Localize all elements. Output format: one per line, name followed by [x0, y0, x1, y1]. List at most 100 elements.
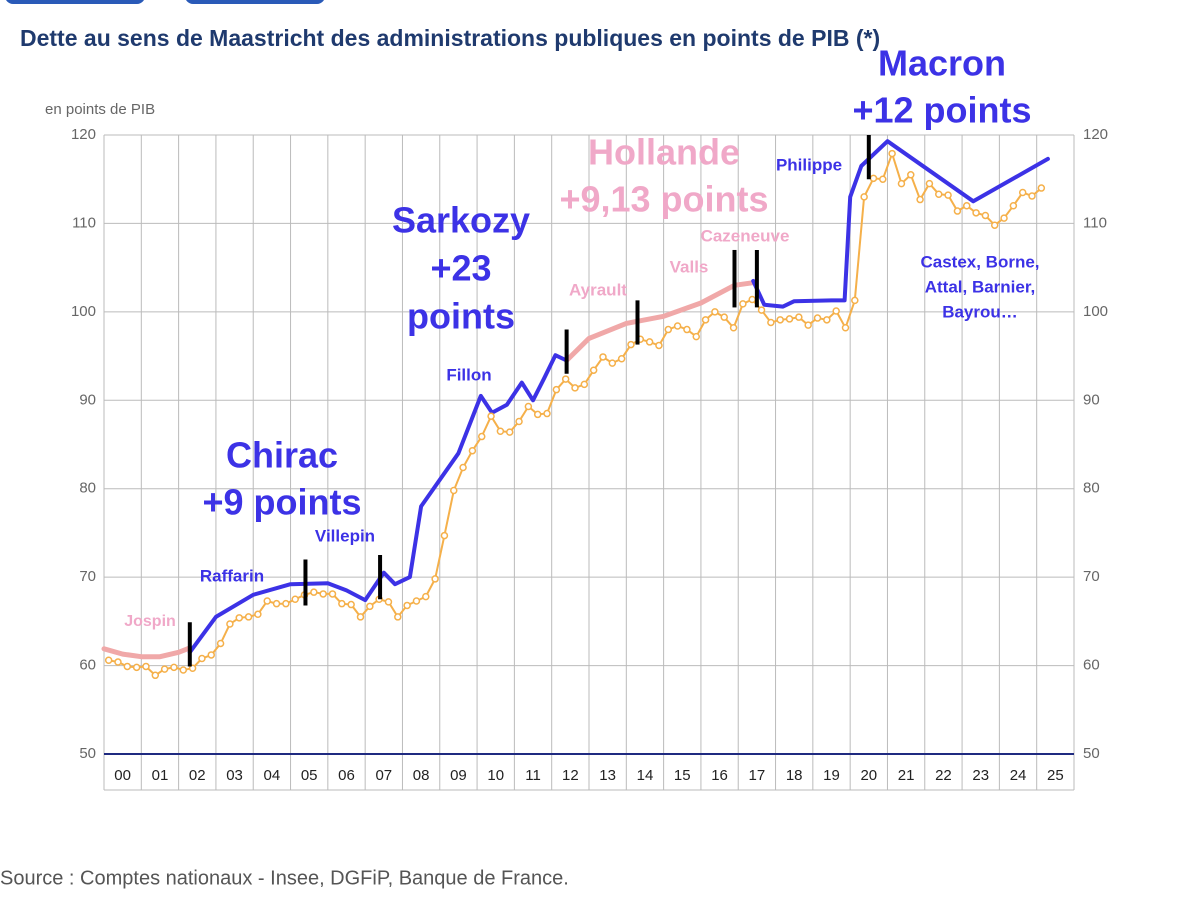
data-point [338, 599, 346, 608]
data-point [440, 531, 449, 540]
data-point [170, 663, 178, 672]
data-point [785, 315, 794, 323]
annotation: Philippe [776, 155, 842, 174]
data-point [720, 313, 728, 321]
data-point [953, 207, 962, 215]
data-point [879, 175, 887, 183]
data-point [739, 300, 747, 308]
data-point [384, 598, 393, 606]
data-point [160, 665, 169, 673]
x-tick-label: 06 [338, 767, 355, 784]
data-point [272, 599, 281, 608]
x-tick-label: 15 [674, 767, 691, 784]
data-point [487, 412, 495, 420]
data-point [132, 663, 141, 672]
annotation: Hollande [588, 132, 740, 173]
data-point [701, 316, 710, 324]
data-point [1028, 192, 1036, 200]
y-tick-label: 60 [79, 657, 96, 674]
y-tick-label-right: 110 [1083, 214, 1107, 231]
x-tick-label: 21 [898, 767, 915, 784]
data-point [282, 599, 290, 608]
data-point [179, 666, 188, 674]
data-point [589, 366, 598, 374]
x-tick-label: 08 [413, 767, 430, 784]
data-point [403, 601, 411, 610]
annotation: Ayrault [569, 280, 627, 299]
data-point [468, 446, 477, 455]
data-point [450, 486, 458, 495]
data-point [673, 322, 682, 330]
y-tick-label-right: 50 [1083, 745, 1100, 762]
annotation: +9,13 points [559, 179, 768, 220]
annotation: +9 points [202, 482, 361, 523]
data-point [692, 332, 701, 341]
data-point [561, 375, 570, 383]
y-tick-label: 70 [79, 568, 96, 585]
data-point [748, 295, 756, 304]
x-tick-label: 07 [375, 767, 392, 784]
data-point [627, 340, 635, 349]
data-point [767, 318, 775, 327]
y-tick-label-right: 60 [1083, 657, 1100, 674]
x-tick-label: 04 [264, 767, 281, 784]
data-point [291, 595, 299, 603]
x-tick-label: 16 [711, 767, 728, 784]
data-point [235, 614, 243, 622]
data-point [907, 171, 915, 179]
data-point [571, 384, 579, 392]
annotation: Attal, Barnier, [925, 277, 1036, 296]
x-tick-label: 18 [786, 767, 803, 784]
data-point [897, 179, 906, 188]
data-point [1000, 214, 1008, 222]
y-tick-label: 110 [72, 214, 96, 231]
data-point [1037, 184, 1046, 192]
data-point [580, 380, 589, 389]
data-point [104, 656, 113, 665]
data-point [244, 613, 253, 621]
x-tick-label: 19 [823, 767, 840, 784]
data-point [925, 179, 934, 188]
y-tick-label: 80 [79, 480, 96, 497]
data-point [394, 613, 402, 621]
data-point [944, 191, 952, 199]
data-point [114, 658, 122, 666]
data-point [543, 409, 551, 418]
data-point [683, 325, 691, 334]
data-point [151, 671, 160, 680]
data-point [477, 432, 486, 441]
trend-line [187, 353, 569, 655]
x-tick-label: 11 [525, 767, 541, 784]
annotation: Valls [670, 257, 709, 276]
data-point [599, 353, 607, 361]
cropped-button [186, 0, 324, 4]
data-point [263, 597, 271, 605]
data-point [869, 174, 878, 183]
data-point [356, 613, 365, 621]
x-tick-label: 12 [562, 767, 579, 784]
data-point [552, 385, 561, 394]
x-tick-label: 22 [935, 767, 952, 784]
data-point [935, 190, 943, 198]
x-tick-label: 25 [1047, 767, 1064, 784]
y-tick-label-right: 120 [1083, 126, 1108, 143]
data-point [533, 410, 542, 419]
annotation: Chirac [226, 435, 338, 476]
data-point [496, 427, 505, 435]
x-tick-label: 00 [114, 767, 131, 784]
annotation: Villepin [315, 526, 375, 545]
data-point [216, 639, 225, 648]
data-point [328, 590, 337, 598]
data-point [207, 651, 216, 659]
data-point [1018, 188, 1027, 197]
cropped-button [6, 0, 144, 4]
data-point [832, 307, 840, 315]
y-tick-label-right: 90 [1083, 391, 1100, 408]
data-point [823, 316, 831, 324]
data-point [1009, 201, 1018, 210]
x-tick-label: 20 [860, 767, 877, 784]
x-tick-label: 17 [749, 767, 766, 784]
data-point [962, 201, 971, 210]
annotation: Cazeneuve [701, 226, 790, 245]
data-point [664, 325, 673, 334]
